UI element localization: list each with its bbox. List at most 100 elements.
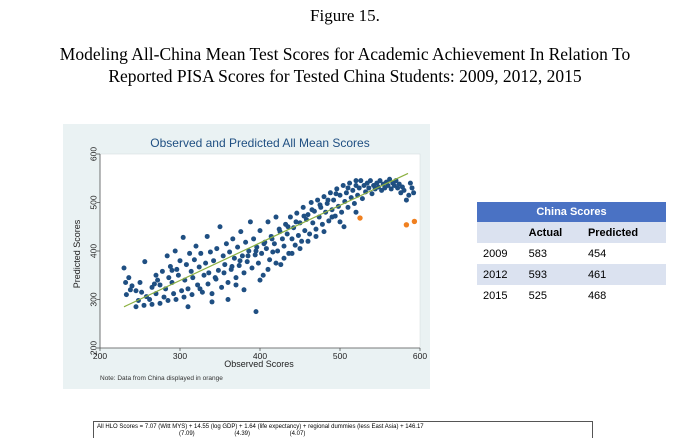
scatter-point (347, 180, 353, 186)
scatter-point (165, 297, 171, 303)
china-point (357, 215, 363, 221)
scatter-point (141, 302, 147, 308)
scatter-point (367, 178, 373, 184)
scatter-point (289, 250, 295, 256)
scatter-chart-panel: Observed and Predicted All Mean Scores O… (63, 124, 430, 389)
scatter-point (197, 286, 203, 292)
scatter-point (245, 253, 251, 259)
figure-label: Figure 15. (310, 6, 380, 25)
scatter-point (214, 246, 220, 252)
scatter-point (265, 266, 271, 272)
scatter-point (187, 250, 193, 256)
scatter-point (175, 272, 181, 278)
scatter-point (203, 260, 209, 266)
y-tick-label: 400 (88, 244, 98, 258)
scatter-point (294, 210, 300, 216)
scatter-point (133, 288, 139, 294)
scatter-point (231, 255, 237, 261)
scatter-point (142, 259, 148, 265)
scatter-point (243, 239, 249, 245)
scatter-point (403, 197, 409, 203)
scatter-point (172, 248, 178, 254)
regression-standard-errors: (7.09) (4.39) (4.07) (179, 431, 306, 437)
scatter-point (169, 267, 175, 273)
scatter-point (273, 260, 279, 266)
chart-note: Note: Data from China displayed in orang… (100, 375, 223, 382)
scatter-point (369, 191, 375, 197)
scatter-point (340, 183, 346, 189)
plot-area (99, 153, 421, 349)
table-cell-predicted: 468 (581, 285, 666, 306)
scatter-point (300, 204, 306, 210)
scatter-point (331, 197, 337, 203)
scatter-point (195, 282, 201, 288)
scatter-point (204, 233, 210, 239)
y-tick-label: 500 (88, 195, 98, 209)
scatter-point (137, 280, 143, 286)
scatter-point (217, 224, 223, 230)
scatter-point (241, 270, 247, 276)
scatter-point (350, 187, 356, 193)
scatter-point (285, 224, 291, 230)
scatter-point (173, 297, 179, 302)
scatter-point (292, 242, 298, 248)
scatter-point (273, 214, 279, 220)
scatter-point (254, 244, 260, 250)
scatter-point (334, 186, 340, 192)
scatter-point (157, 282, 163, 288)
scatter-point (252, 252, 258, 258)
scatter-point (159, 268, 165, 274)
scatter-point (345, 185, 351, 191)
scatter-point (310, 220, 316, 226)
table-header-year (477, 222, 523, 243)
scatter-point (353, 178, 359, 184)
scatter-point (278, 262, 284, 268)
scatter-point (293, 219, 299, 225)
table-row: 2009 583 454 (477, 243, 666, 264)
scatter-point (353, 209, 359, 215)
scatter-point (127, 287, 133, 293)
scatter-point (238, 229, 244, 235)
scatter-point (123, 280, 129, 286)
y-axis-label: Predicted Scores (72, 219, 82, 288)
scatter-point (263, 246, 269, 252)
scatter-point (265, 219, 271, 225)
figure-title-line-1: Modeling All-China Mean Test Scores for … (59, 44, 631, 64)
scatter-point (147, 297, 153, 302)
scatter-point (171, 291, 177, 297)
scatter-point (315, 197, 321, 203)
scatter-point (325, 197, 331, 203)
scatter-point (329, 214, 335, 220)
table-row: 2015 525 468 (477, 285, 666, 306)
scatter-point (229, 264, 235, 270)
y-tick-label: 200 (88, 341, 98, 355)
scatter-point (185, 286, 191, 292)
scatter-point (299, 238, 305, 244)
x-tick-label: 600 (413, 351, 427, 361)
scatter-point (198, 250, 204, 256)
scatter-point (251, 236, 257, 242)
scatter-point (185, 304, 191, 310)
scatter-point (225, 280, 231, 286)
scatter-point (255, 260, 261, 266)
scatter-point (281, 243, 287, 249)
figure-title-line-2: Reported PISA Scores for Tested China St… (108, 66, 582, 86)
scatter-point (161, 294, 167, 300)
scatter-point (129, 283, 135, 289)
table-cell-year: 2015 (477, 285, 523, 306)
scatter-point (205, 281, 211, 287)
scatter-point (123, 292, 129, 298)
scatter-point (337, 192, 343, 198)
scatter-point (339, 209, 345, 215)
scatter-point (307, 231, 313, 237)
scatter-point (313, 226, 319, 232)
scatter-point (225, 297, 231, 302)
scatter-point (139, 289, 145, 295)
table-header-predicted: Predicted (581, 222, 666, 243)
scatter-point (297, 246, 303, 252)
scatter-point (401, 187, 407, 193)
scatter-point (308, 200, 314, 205)
scatter-point (237, 258, 243, 264)
scatter-point (295, 232, 301, 238)
scatter-point (321, 194, 327, 200)
